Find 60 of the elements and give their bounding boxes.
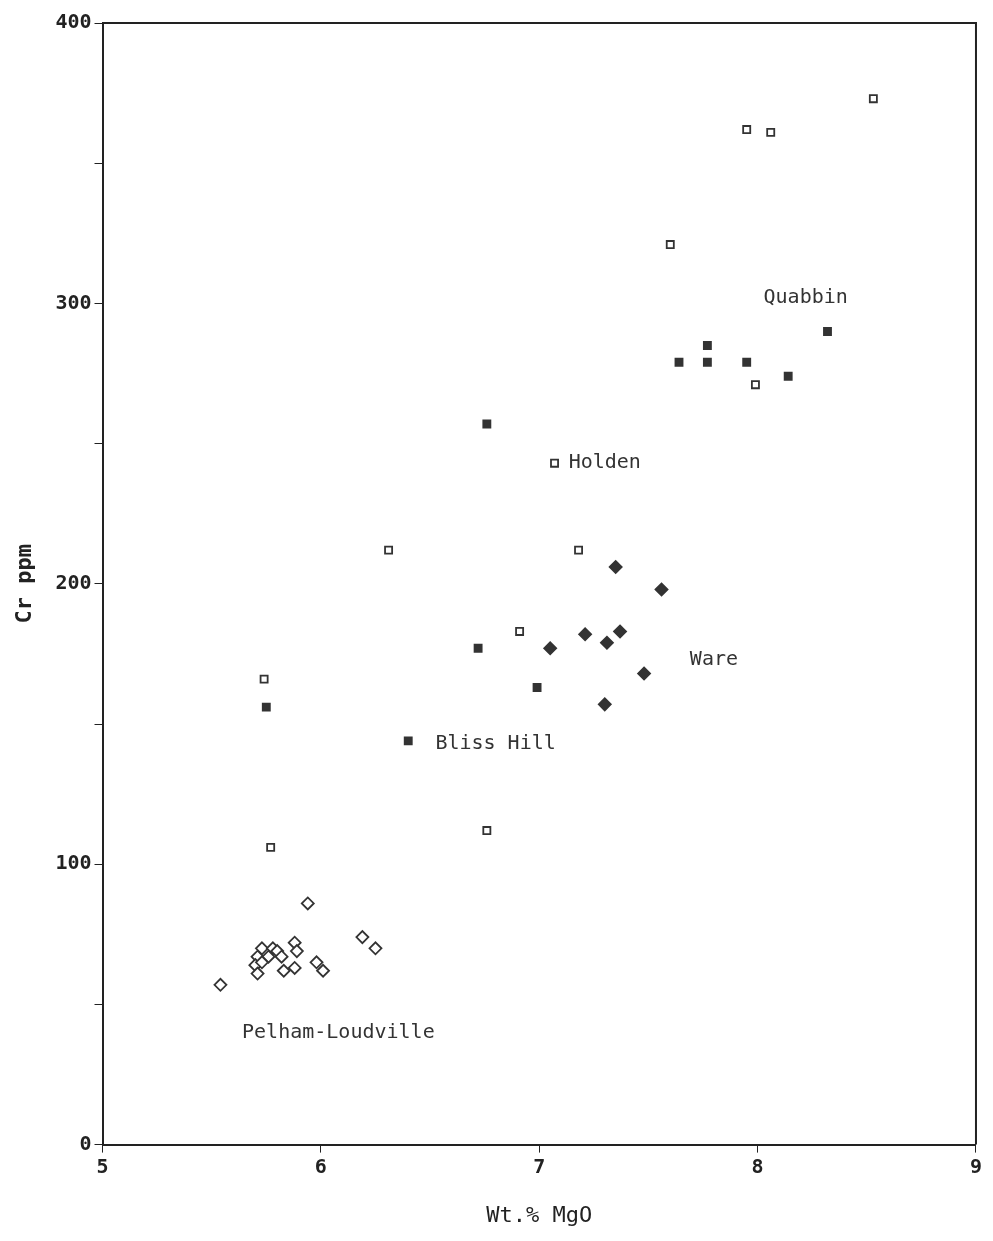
point <box>578 627 593 642</box>
series-label: Ware <box>689 645 739 670</box>
point <box>403 736 413 746</box>
point <box>266 842 276 852</box>
point <box>608 560 623 574</box>
point <box>515 627 525 636</box>
point <box>600 635 614 650</box>
point <box>702 341 712 350</box>
y-tick-label: 400 <box>55 9 92 34</box>
point <box>384 545 394 555</box>
point <box>250 966 265 981</box>
point <box>259 674 269 684</box>
point <box>702 357 712 367</box>
y-tick-label: 300 <box>55 289 92 314</box>
point <box>482 826 492 835</box>
series-label: Holden <box>568 449 641 474</box>
point <box>276 963 291 978</box>
y-tick-label: 100 <box>55 850 92 875</box>
point <box>289 944 304 959</box>
point <box>482 419 492 429</box>
point <box>613 624 627 639</box>
series-label: Pelham-Loudville <box>242 1018 435 1043</box>
point <box>574 545 583 555</box>
point <box>255 955 269 970</box>
x-tick-label: 8 <box>751 1153 764 1178</box>
point <box>473 643 483 653</box>
point <box>665 240 675 249</box>
point <box>274 949 289 964</box>
point <box>766 127 776 137</box>
point <box>823 327 832 336</box>
y-tick-label: 200 <box>55 570 92 594</box>
x-tick-label: 7 <box>533 1153 546 1178</box>
point <box>309 955 324 970</box>
point <box>532 683 542 692</box>
point <box>355 930 370 944</box>
x-tick-label: 5 <box>96 1153 109 1178</box>
point <box>550 458 559 468</box>
point <box>543 641 558 656</box>
point <box>287 961 302 975</box>
point <box>637 666 651 681</box>
point <box>674 357 684 367</box>
series-label: Quabbin <box>763 284 848 308</box>
point <box>213 977 228 992</box>
x-axis-title: Wt.% MgO <box>486 1201 593 1227</box>
point <box>868 94 878 104</box>
y-axis-title: Cr ppm <box>10 544 36 624</box>
point <box>751 380 760 390</box>
point <box>261 702 271 712</box>
y-tick-label: 0 <box>79 1130 92 1155</box>
point <box>742 125 752 134</box>
point <box>654 582 669 597</box>
x-tick-label: 6 <box>314 1153 327 1178</box>
series-label: Bliss Hill <box>435 729 556 754</box>
point <box>300 896 315 911</box>
x-tick-label: 9 <box>969 1153 982 1178</box>
point <box>742 357 752 367</box>
point <box>783 371 793 381</box>
point <box>597 697 612 712</box>
point <box>368 941 383 956</box>
point <box>316 963 330 978</box>
